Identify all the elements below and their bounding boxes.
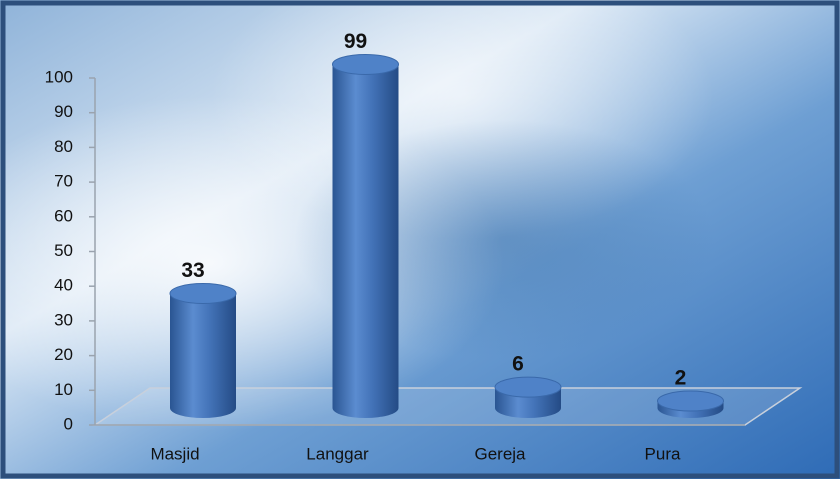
y-tick-label: 20 (54, 345, 73, 364)
bar-top (332, 53, 399, 75)
y-tick-label: 40 (54, 276, 73, 295)
y-tick-label: 0 (64, 414, 73, 433)
y-tick-label: 10 (54, 380, 73, 399)
y-tick-label: 60 (54, 206, 73, 225)
x-tick-label: Gereja (474, 444, 526, 463)
y-tick-label: 50 (54, 241, 73, 260)
x-tick-label: Masjid (150, 444, 199, 463)
value-label: 2 (675, 367, 687, 390)
bar-top (657, 390, 724, 412)
value-label: 33 (181, 259, 204, 282)
y-tick-label: 30 (54, 310, 73, 329)
bar-top (494, 376, 562, 398)
bar (332, 64, 399, 418)
y-tick-label: 90 (54, 102, 73, 121)
bar (170, 293, 236, 418)
y-tick-label: 80 (54, 137, 73, 156)
x-tick-label: Pura (645, 444, 681, 463)
x-tick-label: Langgar (306, 444, 369, 463)
value-label: 99 (344, 30, 367, 53)
value-label: 6 (512, 353, 524, 376)
bar-top (169, 282, 237, 304)
y-tick-label: 70 (54, 172, 73, 191)
y-tick-label: 100 (45, 67, 73, 86)
